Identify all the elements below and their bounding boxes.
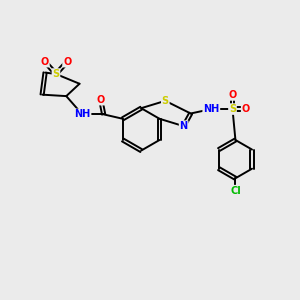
- Text: N: N: [180, 121, 188, 131]
- Text: S: S: [162, 96, 169, 106]
- Text: O: O: [228, 90, 237, 100]
- Text: S: S: [52, 69, 59, 79]
- Text: O: O: [242, 104, 250, 114]
- Text: NH: NH: [203, 104, 219, 114]
- Text: O: O: [41, 57, 49, 67]
- Text: Cl: Cl: [230, 186, 241, 196]
- Text: O: O: [97, 94, 105, 105]
- Text: S: S: [229, 104, 236, 114]
- Text: NH: NH: [74, 110, 91, 119]
- Text: O: O: [63, 57, 71, 67]
